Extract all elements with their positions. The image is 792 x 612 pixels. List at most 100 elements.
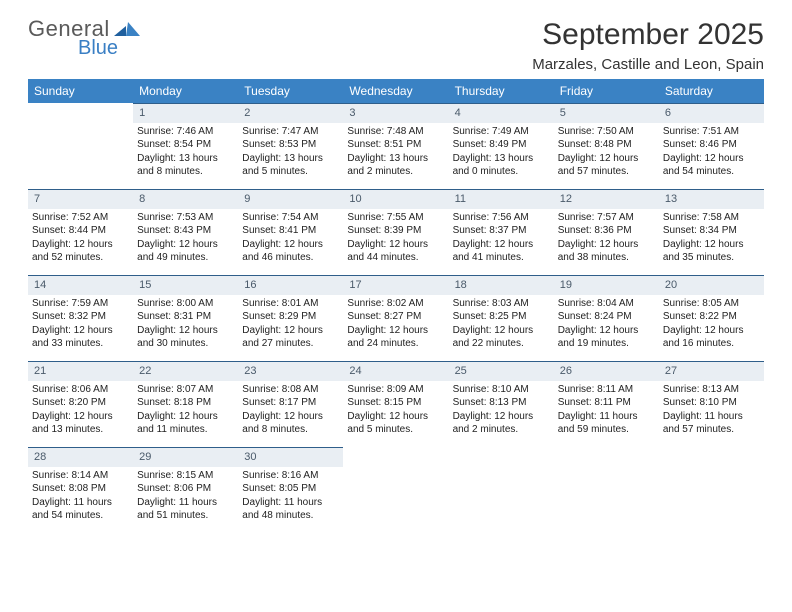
calendar-day-cell: 12Sunrise: 7:57 AMSunset: 8:36 PMDayligh… <box>554 189 659 275</box>
day-number: 2 <box>238 103 343 123</box>
day-number: 26 <box>554 361 659 381</box>
day-details: Sunrise: 7:52 AMSunset: 8:44 PMDaylight:… <box>28 209 133 269</box>
daylight-line2: and 35 minutes. <box>663 251 760 265</box>
daylight-line2: and 0 minutes. <box>453 165 550 179</box>
daylight-line1: Daylight: 12 hours <box>453 324 550 338</box>
day-details: Sunrise: 7:56 AMSunset: 8:37 PMDaylight:… <box>449 209 554 269</box>
daylight-line2: and 8 minutes. <box>137 165 234 179</box>
sunset-text: Sunset: 8:25 PM <box>453 310 550 324</box>
day-number: 16 <box>238 275 343 295</box>
sunset-text: Sunset: 8:29 PM <box>242 310 339 324</box>
weekday-header: Tuesday <box>238 79 343 103</box>
sunrise-text: Sunrise: 8:03 AM <box>453 297 550 311</box>
calendar-week-row: 7Sunrise: 7:52 AMSunset: 8:44 PMDaylight… <box>28 189 764 275</box>
calendar-day-cell: 10Sunrise: 7:55 AMSunset: 8:39 PMDayligh… <box>343 189 448 275</box>
daylight-line2: and 46 minutes. <box>242 251 339 265</box>
calendar-week-row: 28Sunrise: 8:14 AMSunset: 8:08 PMDayligh… <box>28 447 764 533</box>
day-number: 25 <box>449 361 554 381</box>
sunrise-text: Sunrise: 8:08 AM <box>242 383 339 397</box>
daylight-line2: and 57 minutes. <box>558 165 655 179</box>
calendar-day-cell <box>554 447 659 533</box>
day-number: 8 <box>133 189 238 209</box>
calendar-day-cell: 18Sunrise: 8:03 AMSunset: 8:25 PMDayligh… <box>449 275 554 361</box>
calendar-day-cell: 6Sunrise: 7:51 AMSunset: 8:46 PMDaylight… <box>659 103 764 189</box>
daylight-line1: Daylight: 12 hours <box>137 238 234 252</box>
calendar-day-cell: 20Sunrise: 8:05 AMSunset: 8:22 PMDayligh… <box>659 275 764 361</box>
daylight-line2: and 2 minutes. <box>453 423 550 437</box>
calendar-day-cell: 13Sunrise: 7:58 AMSunset: 8:34 PMDayligh… <box>659 189 764 275</box>
calendar-day-cell: 9Sunrise: 7:54 AMSunset: 8:41 PMDaylight… <box>238 189 343 275</box>
day-number: 4 <box>449 103 554 123</box>
day-details: Sunrise: 8:01 AMSunset: 8:29 PMDaylight:… <box>238 295 343 355</box>
daylight-line2: and 2 minutes. <box>347 165 444 179</box>
sunset-text: Sunset: 8:13 PM <box>453 396 550 410</box>
day-number: 1 <box>133 103 238 123</box>
logo-text-2: Blue <box>78 38 140 58</box>
calendar-week-row: 21Sunrise: 8:06 AMSunset: 8:20 PMDayligh… <box>28 361 764 447</box>
daylight-line2: and 57 minutes. <box>663 423 760 437</box>
calendar-table: Sunday Monday Tuesday Wednesday Thursday… <box>28 79 764 533</box>
calendar-day-cell: 7Sunrise: 7:52 AMSunset: 8:44 PMDaylight… <box>28 189 133 275</box>
daylight-line2: and 59 minutes. <box>558 423 655 437</box>
daylight-line1: Daylight: 12 hours <box>242 238 339 252</box>
day-details: Sunrise: 8:15 AMSunset: 8:06 PMDaylight:… <box>133 467 238 527</box>
sunset-text: Sunset: 8:46 PM <box>663 138 760 152</box>
sunrise-text: Sunrise: 7:58 AM <box>663 211 760 225</box>
daylight-line1: Daylight: 12 hours <box>347 238 444 252</box>
sunrise-text: Sunrise: 7:49 AM <box>453 125 550 139</box>
daylight-line2: and 52 minutes. <box>32 251 129 265</box>
day-details: Sunrise: 7:55 AMSunset: 8:39 PMDaylight:… <box>343 209 448 269</box>
daylight-line1: Daylight: 12 hours <box>32 238 129 252</box>
day-details: Sunrise: 7:49 AMSunset: 8:49 PMDaylight:… <box>449 123 554 183</box>
calendar-week-row: 1Sunrise: 7:46 AMSunset: 8:54 PMDaylight… <box>28 103 764 189</box>
sunrise-text: Sunrise: 7:47 AM <box>242 125 339 139</box>
day-details: Sunrise: 7:50 AMSunset: 8:48 PMDaylight:… <box>554 123 659 183</box>
daylight-line2: and 5 minutes. <box>347 423 444 437</box>
sunrise-text: Sunrise: 7:50 AM <box>558 125 655 139</box>
calendar-day-cell: 29Sunrise: 8:15 AMSunset: 8:06 PMDayligh… <box>133 447 238 533</box>
daylight-line2: and 51 minutes. <box>137 509 234 523</box>
sunrise-text: Sunrise: 7:51 AM <box>663 125 760 139</box>
location: Marzales, Castille and Leon, Spain <box>532 56 764 73</box>
calendar-day-cell: 19Sunrise: 8:04 AMSunset: 8:24 PMDayligh… <box>554 275 659 361</box>
header: General Blue September 2025 Marzales, Ca… <box>28 18 764 73</box>
calendar-day-cell: 11Sunrise: 7:56 AMSunset: 8:37 PMDayligh… <box>449 189 554 275</box>
sunrise-text: Sunrise: 7:48 AM <box>347 125 444 139</box>
day-number: 20 <box>659 275 764 295</box>
daylight-line2: and 8 minutes. <box>242 423 339 437</box>
daylight-line2: and 54 minutes. <box>32 509 129 523</box>
sunrise-text: Sunrise: 7:53 AM <box>137 211 234 225</box>
sunrise-text: Sunrise: 8:14 AM <box>32 469 129 483</box>
daylight-line1: Daylight: 12 hours <box>558 324 655 338</box>
sunset-text: Sunset: 8:43 PM <box>137 224 234 238</box>
day-details: Sunrise: 8:02 AMSunset: 8:27 PMDaylight:… <box>343 295 448 355</box>
daylight-line2: and 49 minutes. <box>137 251 234 265</box>
day-details: Sunrise: 7:59 AMSunset: 8:32 PMDaylight:… <box>28 295 133 355</box>
daylight-line2: and 16 minutes. <box>663 337 760 351</box>
day-number: 14 <box>28 275 133 295</box>
calendar-day-cell: 1Sunrise: 7:46 AMSunset: 8:54 PMDaylight… <box>133 103 238 189</box>
sunset-text: Sunset: 8:53 PM <box>242 138 339 152</box>
sunrise-text: Sunrise: 8:15 AM <box>137 469 234 483</box>
calendar-day-cell <box>28 103 133 189</box>
sunrise-text: Sunrise: 7:54 AM <box>242 211 339 225</box>
sunset-text: Sunset: 8:15 PM <box>347 396 444 410</box>
daylight-line2: and 48 minutes. <box>242 509 339 523</box>
sunset-text: Sunset: 8:34 PM <box>663 224 760 238</box>
daylight-line2: and 19 minutes. <box>558 337 655 351</box>
sunrise-text: Sunrise: 7:56 AM <box>453 211 550 225</box>
calendar-day-cell: 8Sunrise: 7:53 AMSunset: 8:43 PMDaylight… <box>133 189 238 275</box>
sunset-text: Sunset: 8:51 PM <box>347 138 444 152</box>
daylight-line2: and 41 minutes. <box>453 251 550 265</box>
day-details: Sunrise: 7:57 AMSunset: 8:36 PMDaylight:… <box>554 209 659 269</box>
day-number: 21 <box>28 361 133 381</box>
calendar-day-cell <box>343 447 448 533</box>
daylight-line1: Daylight: 12 hours <box>347 324 444 338</box>
day-number: 3 <box>343 103 448 123</box>
daylight-line1: Daylight: 13 hours <box>453 152 550 166</box>
day-details: Sunrise: 7:53 AMSunset: 8:43 PMDaylight:… <box>133 209 238 269</box>
sunrise-text: Sunrise: 7:59 AM <box>32 297 129 311</box>
calendar-day-cell: 21Sunrise: 8:06 AMSunset: 8:20 PMDayligh… <box>28 361 133 447</box>
sunset-text: Sunset: 8:54 PM <box>137 138 234 152</box>
day-number: 29 <box>133 447 238 467</box>
